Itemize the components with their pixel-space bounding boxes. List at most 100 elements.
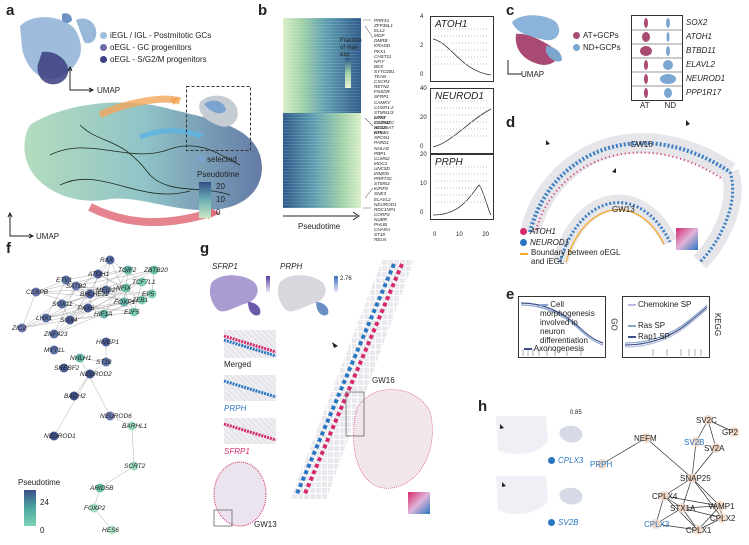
gene-name: SLC26A7 [374,125,394,131]
legend-label: oEGL - GC progenitors [110,43,192,52]
pseudotime-ticks: 20 10 0 [216,180,225,219]
colorbar-tick: 20 [216,182,225,191]
legend-item: ND+GCPs [573,42,621,54]
trend-curve [432,166,492,216]
g-grid-strip [290,260,414,500]
ppi-node [677,503,687,513]
legend-swatch [573,32,580,40]
tf-node [49,431,59,441]
xtick: 0 [433,232,437,238]
tf-node-label: ATOH1 [87,271,109,278]
f-pseudotime-ticks: 24 0 [40,489,49,545]
tf-node-label: ZIC2 [11,325,26,332]
xtick: AT [640,101,650,110]
legend-item: NEUROD1 [520,237,621,248]
tf-node-label: ETV1 [56,277,73,284]
ppi-node [703,415,713,425]
tf-node-label: BHLHE22 [80,291,109,298]
ppi-node-label: CPLX3 [644,520,670,529]
g-stage-gw13: GW13 [254,520,277,529]
g-umap-prph [277,275,329,316]
g-scale-prph [334,276,338,292]
ppi-node-label: GP2 [722,428,739,437]
g-merged-tile [223,330,277,358]
gene-name: RETN2 [374,84,390,90]
xtick: ND [664,101,676,110]
tf-node-label: ST18 [96,359,112,366]
term-swatch [628,324,636,327]
term-swatch [628,335,636,338]
selected-legend: selected [198,155,237,164]
tf-node [123,265,133,275]
legend-swatch [573,44,580,52]
umap-axis-label: UMAP [521,70,545,79]
h-section-cplx3 [496,416,548,455]
tf-node [129,461,139,471]
colorbar-tick: 0 [40,526,45,535]
gene-name: COSR1.2 [374,104,394,110]
ytick: 10 [420,181,427,187]
gene-dot [548,457,555,465]
g-prph-tile [223,375,277,401]
gene-name: SPON1 [374,135,390,141]
legend-item: iEGL / IGL - Postmitotic GCs [100,30,211,42]
tf-node-label: CEBPB [26,289,49,296]
g-scale-sfrp1 [266,276,270,292]
panel-a-axis-arrow-bottom [7,211,35,239]
g-sfrp1-label: SFRP1 [224,447,250,456]
tf-node-label: SCRT2 [124,463,146,470]
gene-name: ELAVL2 [374,196,391,202]
umap-axis-label: UMAP [36,232,60,241]
tf-node-label: HIVEP1 [96,339,120,346]
gene-name: STMN1/3 [374,109,394,115]
legend-item: oEGL - S/G2/M progenitors [100,54,211,66]
tf-node-label: PAX6 [78,305,95,312]
tf-node [75,353,85,363]
tf-node [95,483,105,493]
legend-item: AT+GCPs [573,30,621,42]
g-sfrp1-tile [223,418,277,444]
colorbar-tick: 24 [40,498,49,507]
legend-label: AT+GCPs [583,31,619,40]
tf-node [127,421,137,431]
tf-node [93,269,103,279]
ppi-node-label: CPLX2 [710,514,736,523]
gene-trend-plot: PRPH [430,154,494,220]
tf-node [71,281,81,291]
term-label: Axonogenesis [533,344,585,353]
heatmap-colorbar [345,58,351,88]
term-label: Cell morphogenesis involved in neuron di… [540,300,595,345]
gsea-go-plot [518,296,606,358]
f-pseudotime-colorbar [24,490,36,526]
legend-label: iEGL / IGL - Postmitotic GCs [110,31,212,40]
panel-label-a: a [6,2,15,19]
gene-label: SV2B [558,518,579,527]
gene-name: NEUROD1 [374,201,397,207]
gene-name: NFIY [374,58,385,64]
tf-node-label: NEUROD6 [100,413,132,420]
panel-label-d: d [506,114,516,131]
panel-a-axis-arrow-top [67,65,95,93]
gene-name: PRRT3C [374,176,393,182]
gene-trend-title: NEUROD1 [435,91,484,102]
legend-label: oEGL - S/G2/M progenitors [110,55,207,64]
tf-node-label: HES6 [102,527,119,534]
panel-c-axis-arrow [507,60,522,75]
tf-node-label: ARID5B [89,485,114,492]
panel-label-g: g [200,240,210,257]
tf-node [119,297,129,307]
h-gene-cplx3: CPLX3 [548,456,583,465]
term-swatch [540,303,548,306]
tf-node [121,283,131,293]
gene-name: RDC1NP1 [374,206,396,212]
gene-name: BEX [374,63,384,69]
term-swatch [524,347,532,350]
panel-a-selected-box [186,86,251,151]
gene-trend-title: PRPH [435,157,463,168]
tf-node-label: HIF1A [94,311,112,318]
term-item: Chemokine SP [628,299,691,310]
gene-name: LHX1 [374,115,386,120]
term-item: Ras SP [628,320,691,331]
gsea-kegg-terms: Chemokine SP Ras SP Rap1 SP [628,299,691,342]
